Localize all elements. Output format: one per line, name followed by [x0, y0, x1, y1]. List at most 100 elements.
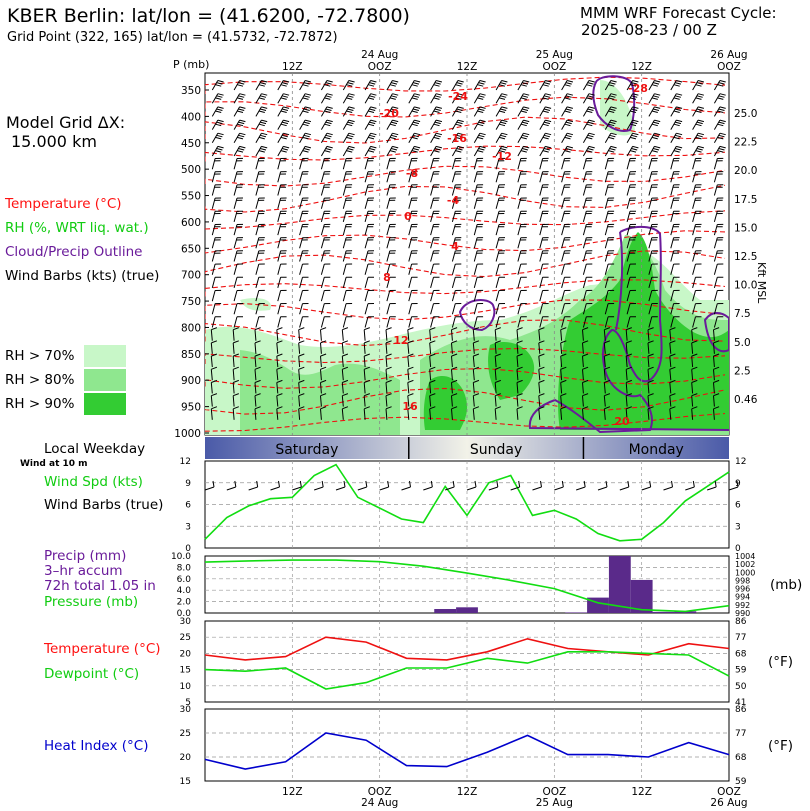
wind-barb: [364, 197, 375, 209]
wind-barb: [232, 327, 239, 341]
wind-barb: [604, 289, 615, 302]
wind-barb: [713, 379, 720, 394]
wind-barb: [386, 106, 399, 117]
wind-barb: [472, 327, 480, 341]
wind-barb: [320, 340, 327, 354]
wind-barb: [255, 197, 265, 209]
wind-barb: [255, 210, 265, 223]
wind-barb: [692, 250, 702, 262]
wind-barb: [342, 145, 355, 157]
wind-barb: [473, 316, 484, 328]
wind-barb: [472, 353, 480, 368]
wind-barb: [385, 353, 392, 368]
wind-barb: [451, 276, 462, 289]
wind-barb: [604, 316, 615, 328]
y-tick-left: 12: [180, 457, 191, 467]
wind-barb: [473, 157, 484, 170]
wind-barb: [363, 379, 370, 394]
wind-barb: [561, 276, 571, 289]
wind-barb: [473, 93, 486, 104]
wind-barb: [320, 237, 331, 249]
wind-barb: [670, 119, 683, 130]
temp-contour-line: [205, 116, 726, 144]
wind-barb: [626, 145, 639, 157]
wind-barb: [233, 303, 244, 315]
y-tick-right: 68: [735, 649, 747, 659]
wind-barb: [582, 276, 593, 289]
wind-barb: [320, 250, 331, 262]
height-tick-label: 20.0: [734, 165, 757, 177]
bottom-tick-label: OOZ: [542, 786, 566, 798]
wind-barb: [342, 237, 353, 249]
wind-barb: [298, 406, 305, 420]
rh90-swatch: [84, 393, 126, 415]
pressure-line: [204, 559, 730, 613]
wind-barb: [539, 250, 549, 262]
wind-barb: [299, 223, 309, 236]
wind-barb: [670, 276, 680, 289]
wind-barb: [299, 197, 309, 209]
wind-barb: [626, 93, 639, 104]
grid-label: Model Grid ΔX:: [6, 113, 126, 132]
temp-contour-label: -8: [406, 167, 418, 180]
y-tick-left: 15: [180, 777, 191, 787]
wind-barb: [385, 366, 392, 381]
wind-barb: [408, 276, 418, 289]
wind-barb: [603, 327, 611, 341]
precip-accum: 3–hr accum: [44, 563, 123, 579]
wind-barb: [670, 237, 680, 249]
wind-barb: [408, 106, 421, 117]
wind-barb: [408, 132, 421, 144]
wind-barb: [517, 184, 527, 196]
wind-barb: [473, 145, 486, 157]
wind-barb: [561, 157, 571, 170]
wind-barb: [386, 184, 396, 196]
rh70-label: RH > 70%: [5, 348, 75, 364]
wind-barb: [342, 263, 353, 275]
precip-bar: [652, 611, 675, 613]
wind-barb: [713, 119, 726, 130]
wind-barb: [211, 145, 224, 157]
wind-barb: [320, 406, 327, 420]
wind-barb: [603, 353, 611, 368]
temp-contour-line: [205, 145, 726, 162]
wind-barb: [539, 93, 552, 104]
temp-contour-line: [205, 319, 726, 347]
pressure-tick-label: 550: [181, 191, 201, 203]
weekday-label: Monday: [629, 442, 684, 458]
y-tick-left: 0: [185, 544, 191, 554]
wind-barb: [538, 340, 545, 354]
cloud-outline-right: [703, 312, 729, 353]
wind-barb: [277, 316, 287, 328]
height-tick-label: 2.5: [734, 365, 751, 377]
surface-wind-barb: [488, 480, 499, 491]
legend-temperature: Temperature (°C): [5, 196, 122, 212]
rh70-swatch: [84, 345, 126, 367]
wind-barb: [713, 353, 720, 368]
wind-barb: [713, 366, 720, 381]
wind-barb: [517, 250, 527, 262]
wind-barb: [670, 197, 680, 209]
wind-barb: [582, 237, 593, 249]
wind-barb: [692, 80, 705, 91]
wind-barb: [277, 145, 290, 157]
wind-barb: [277, 80, 290, 91]
wind-barb: [494, 379, 501, 394]
wind-barb: [255, 263, 265, 275]
y-tick-left: 3: [185, 522, 191, 532]
wind-barb: [495, 80, 508, 91]
wind-barb: [713, 303, 724, 315]
station-name: KBER Berlin:: [7, 5, 126, 27]
wind-barb: [495, 197, 506, 209]
wind-barb: [364, 106, 377, 117]
wind-barb: [451, 119, 464, 130]
wind-barb: [626, 316, 637, 328]
height-tick-label: 7.5: [734, 308, 751, 320]
wind-barb: [561, 80, 574, 91]
precip-bar: [630, 579, 653, 613]
wind-barb: [648, 171, 658, 183]
y-tick-right: 68: [735, 753, 747, 763]
model-cycle-value: 2025-08-23 / 00 Z: [581, 21, 717, 39]
wind-barb: [691, 393, 698, 407]
wind-barb: [647, 406, 654, 420]
